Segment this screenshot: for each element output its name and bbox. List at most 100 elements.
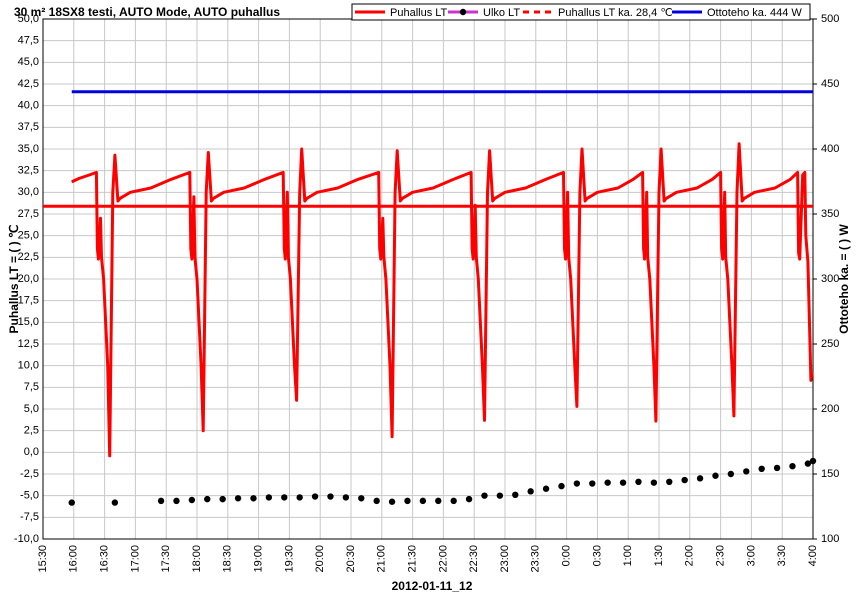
data-point (281, 494, 288, 501)
y-tick-label: 2,5 (24, 425, 39, 437)
y-tick-label: 7,5 (24, 381, 39, 393)
x-tick-label: 22:00 (437, 545, 449, 573)
x-tick-label: 2:30 (715, 545, 727, 566)
data-point (435, 497, 442, 505)
y-tick-label: 0,0 (24, 446, 39, 458)
y-tick-label: -7,5 (20, 511, 39, 523)
x-tick-label: 1:00 (622, 545, 634, 566)
data-point (404, 497, 411, 505)
data-point (809, 457, 817, 465)
y2-tick-label: 300 (821, 273, 839, 285)
y-tick-label: 12,5 (18, 338, 39, 350)
y-tick-label: 15,0 (18, 316, 39, 328)
x-tick-label: 23:30 (530, 545, 542, 573)
data-point (727, 470, 735, 478)
data-point (250, 495, 257, 502)
data-point (681, 476, 688, 484)
data-point (496, 492, 504, 499)
data-point (342, 494, 350, 501)
y-tick-label: 50,0 (18, 13, 39, 25)
y-tick-label: -2,5 (20, 468, 39, 480)
x-tick-label: 16:00 (68, 545, 80, 573)
x-tick-label: 17:00 (129, 545, 141, 573)
data-point (157, 497, 165, 505)
x-tick-label: 18:00 (191, 545, 203, 573)
data-point (373, 497, 380, 505)
y2-tick-label: 100 (821, 533, 839, 545)
legend-label: Ulko LT (483, 7, 520, 19)
y2-tick-label: 450 (821, 78, 839, 90)
legend-box (351, 3, 811, 21)
data-point (481, 492, 488, 499)
y-tick-label: 45,0 (18, 56, 39, 68)
y-tick-label: 47,5 (18, 35, 39, 47)
y-tick-label: -5,0 (20, 490, 39, 502)
x-tick-label: 15:30 (37, 545, 49, 573)
data-point (265, 494, 273, 501)
x-tick-label: 0:00 (561, 545, 573, 566)
data-point (204, 495, 211, 503)
legend: Puhallus LT Ulko LT Puhallus LT ka. 28,4 ℃… (351, 3, 811, 21)
y2-tick-label: 400 (821, 143, 839, 155)
data-point (542, 485, 550, 492)
data-point (558, 482, 565, 490)
data-point (758, 465, 765, 472)
x-tick-label: 20:30 (345, 545, 357, 573)
chart-title: 30 m² 18SX8 testi, AUTO Mode, AUTO puhal… (14, 5, 280, 19)
x-tick-label: 0:30 (591, 545, 603, 566)
y-axis-title: Puhallus LT = ( ) ℃ (7, 225, 21, 334)
data-point (666, 478, 673, 485)
data-point (68, 499, 75, 506)
data-point (188, 496, 196, 504)
x-tick-label: 22:30 (468, 545, 480, 573)
y2-tick-label: 250 (821, 338, 839, 350)
data-point (327, 493, 334, 500)
data-point (619, 479, 627, 486)
data-point (650, 479, 658, 486)
data-point (358, 495, 365, 502)
y-tick-label: -10,0 (14, 533, 39, 545)
data-point (789, 463, 796, 470)
y-tick-label: 42,5 (18, 78, 39, 90)
x-tick-label: 18:30 (222, 545, 234, 573)
data-point (696, 475, 704, 482)
y2-axis-title: Ottoteho ka. = ( ) W (837, 223, 851, 333)
data-point (173, 497, 180, 505)
y-tick-label: 10,0 (18, 360, 39, 372)
y2-tick-label: 200 (821, 403, 839, 415)
x-tick-label: 16:30 (99, 545, 111, 573)
x-axis-title: 2012-01-11_12 (392, 579, 473, 593)
y-tick-label: 30,0 (18, 186, 39, 198)
x-tick-label: 1:30 (653, 545, 665, 566)
data-point (465, 495, 473, 503)
y-tick-label: 37,5 (18, 121, 39, 133)
y-tick-label: 27,5 (18, 208, 39, 220)
x-tick-label: 3:00 (745, 545, 757, 566)
x-tick-label: 23:00 (499, 545, 511, 573)
x-tick-label: 21:00 (376, 545, 388, 573)
data-point (743, 468, 750, 475)
y-tick-label: 22,5 (18, 251, 39, 263)
data-point (234, 495, 242, 502)
y-tick-label: 32,5 (18, 165, 39, 177)
data-point (388, 498, 396, 505)
data-point (419, 497, 427, 505)
data-point (111, 499, 119, 506)
legend-label: Puhallus LT ka. 28,4 ℃ (558, 7, 673, 19)
x-tick-label: 19:30 (283, 545, 295, 573)
legend-marker (459, 8, 467, 16)
data-point (635, 478, 642, 485)
data-point (712, 472, 719, 479)
x-tick-label: 17:30 (160, 545, 172, 573)
data-point (604, 479, 611, 486)
data-point (219, 495, 226, 503)
x-tick-label: 19:00 (253, 545, 265, 573)
data-point (512, 491, 519, 498)
data-point (573, 480, 581, 487)
y2-tick-label: 500 (821, 13, 839, 25)
x-tick-label: 3:30 (776, 545, 788, 566)
y-tick-label: 5,0 (24, 403, 39, 415)
y-tick-label: 20,0 (18, 273, 39, 285)
data-point (450, 497, 457, 505)
